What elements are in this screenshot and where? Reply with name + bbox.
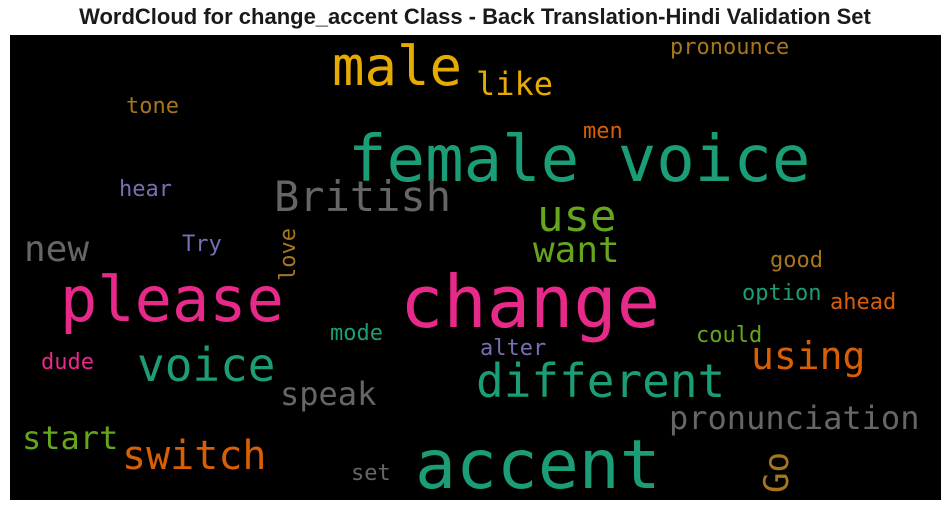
word-male: male bbox=[332, 35, 462, 98]
word-new: new bbox=[24, 229, 89, 270]
word-good: good bbox=[770, 248, 823, 273]
chart-title: WordCloud for change_accent Class - Back… bbox=[79, 4, 871, 29]
word-hear: hear bbox=[119, 177, 172, 202]
word-accent: accent bbox=[415, 426, 661, 500]
word-use: use bbox=[537, 191, 616, 242]
word-try: Try bbox=[182, 232, 222, 257]
word-cloud: female voice change accent please male differ… bbox=[10, 35, 941, 500]
cloud-background bbox=[10, 35, 941, 500]
word-please: please bbox=[60, 263, 284, 336]
word-love: love bbox=[276, 228, 301, 281]
word-pronounce: pronounce bbox=[670, 35, 789, 60]
word-want: want bbox=[533, 230, 620, 271]
word-start: start bbox=[22, 419, 118, 457]
word-pronunciation: pronunciation bbox=[669, 399, 919, 437]
word-using: using bbox=[751, 334, 865, 378]
word-dude: dude bbox=[41, 350, 94, 375]
word-option: option bbox=[742, 281, 821, 306]
word-change: change bbox=[400, 260, 660, 344]
word-voice: voice bbox=[137, 338, 275, 392]
word-could: could bbox=[696, 323, 762, 348]
word-set: set bbox=[351, 461, 391, 486]
word-switch: switch bbox=[122, 433, 267, 479]
word-tone: tone bbox=[126, 94, 179, 119]
word-mode: mode bbox=[330, 321, 383, 346]
word-ahead: ahead bbox=[830, 290, 896, 315]
word-speak: speak bbox=[280, 375, 376, 413]
word-female-voice: female voice bbox=[348, 123, 810, 197]
word-like: like bbox=[476, 65, 553, 103]
word-go: Go bbox=[757, 452, 797, 493]
word-different: different bbox=[476, 354, 725, 408]
word-alter: alter bbox=[480, 336, 546, 361]
word-british: British bbox=[274, 172, 451, 221]
word-men: men bbox=[583, 119, 623, 144]
